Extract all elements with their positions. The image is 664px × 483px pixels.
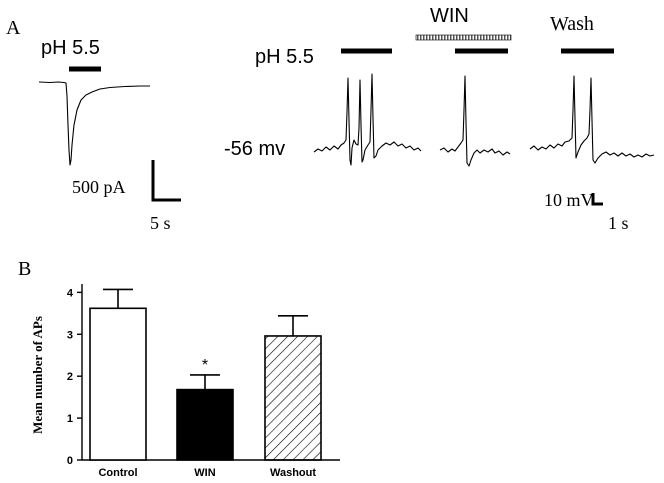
voltage-scale-label: 10 mV (544, 190, 594, 210)
y-axis-label: Mean number of APs (30, 316, 45, 434)
voltage-trace-win (439, 75, 511, 167)
voltage-trace-wash (529, 75, 655, 164)
x-tick-label: Control (98, 467, 137, 479)
current-scale-bar (151, 160, 181, 202)
voltage-trace-group: pH 5.5 WIN Wash -56 mv 10 mV 1 s (224, 5, 655, 233)
y-tick-label: 1 (67, 413, 73, 425)
current-trace-group: pH 5.5 500 pA 5 s (38, 37, 181, 233)
time-scale-label-current: 5 s (150, 213, 171, 233)
bar-chart: Mean number of APs 0 1 2 3 4 Control * WIN Washo… (30, 284, 340, 479)
current-trace (38, 81, 150, 166)
bar-washout (264, 335, 322, 461)
y-tick-label: 4 (67, 287, 74, 299)
voltage-scale-bar (591, 193, 603, 206)
bar-control (89, 307, 147, 461)
panel-a-label: A (6, 17, 21, 39)
current-stimulus-label: pH 5.5 (41, 37, 100, 59)
win-application-bar (415, 34, 512, 41)
time-scale-label-voltage: 1 s (608, 213, 629, 233)
x-tick-label: WIN (194, 467, 215, 479)
voltage-trace-control (313, 73, 422, 166)
panel-b-label: B (18, 258, 31, 280)
panel-b: B Mean number of APs 0 1 2 3 4 Control * WIN Was… (18, 258, 340, 479)
y-tick-label: 0 (67, 455, 73, 467)
x-tick-label: Washout (270, 467, 316, 479)
significance-marker: * (202, 357, 208, 374)
y-tick-label: 2 (67, 371, 73, 383)
wash-label: Wash (550, 13, 594, 35)
panel-a: A pH 5.5 500 pA 5 s pH 5.5 WIN Wash -56 … (6, 5, 655, 233)
current-scale-label: 500 pA (72, 177, 126, 197)
bar-win (176, 388, 234, 461)
y-tick-label: 3 (67, 329, 73, 341)
voltage-stimulus-label: pH 5.5 (255, 46, 314, 68)
drug-label: WIN (430, 5, 469, 27)
resting-potential-label: -56 mv (224, 138, 285, 160)
